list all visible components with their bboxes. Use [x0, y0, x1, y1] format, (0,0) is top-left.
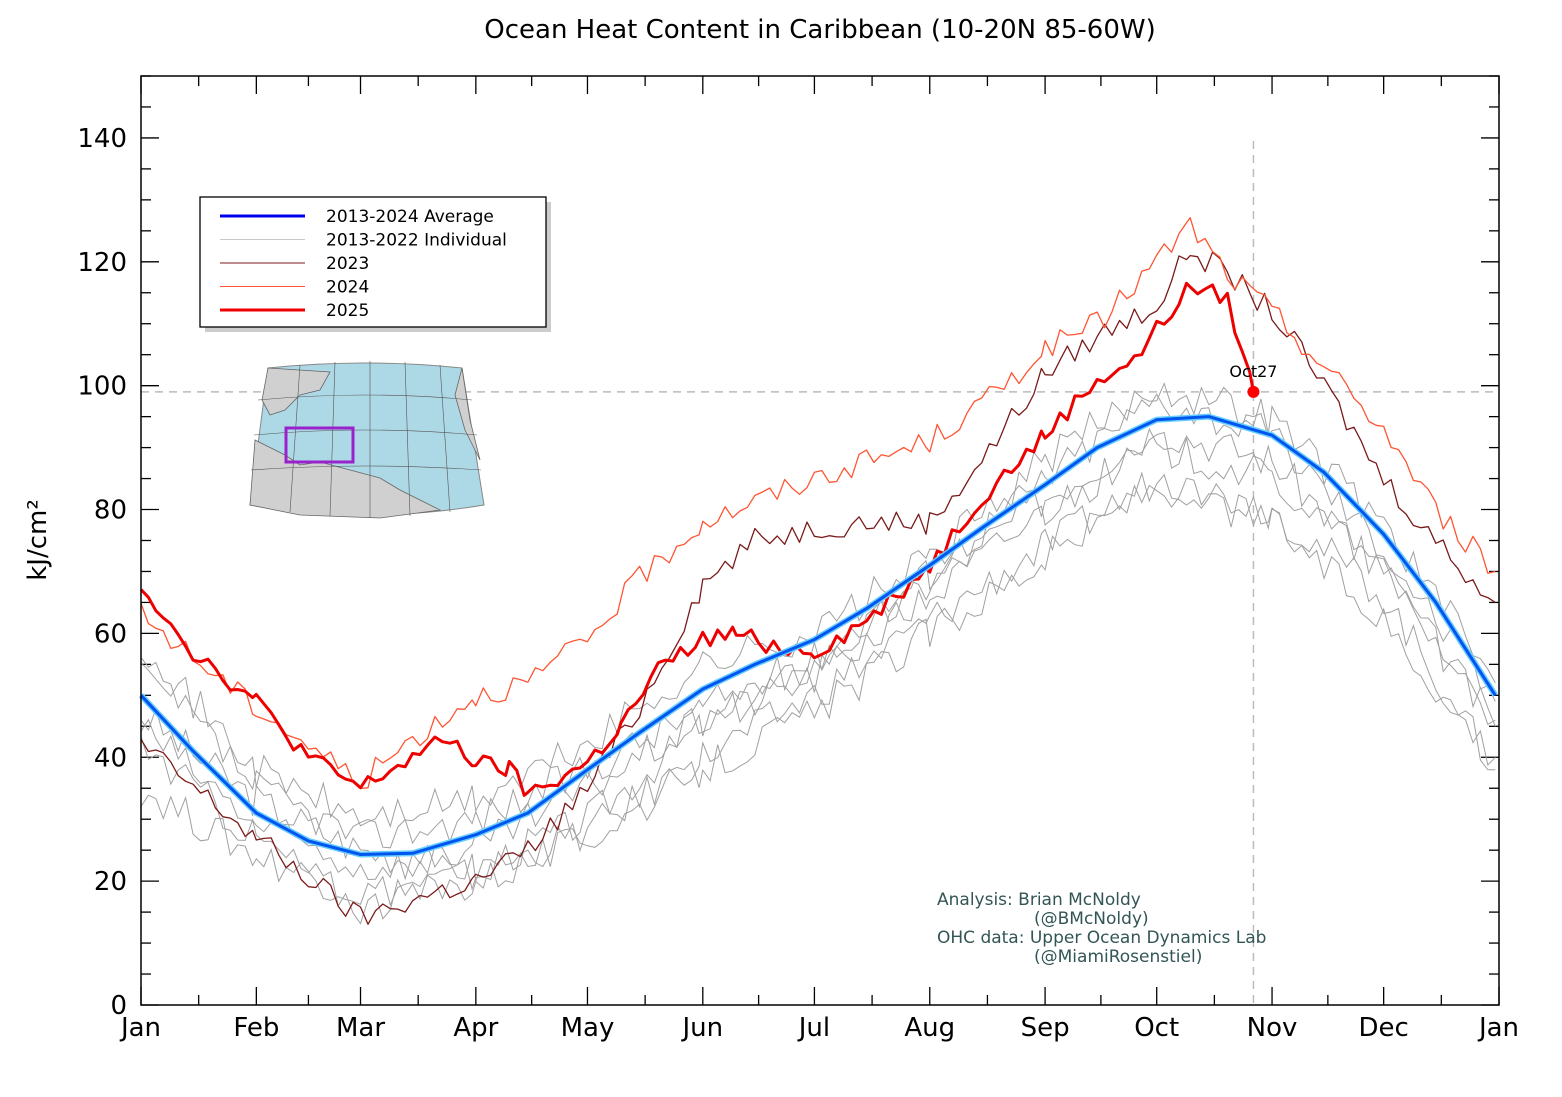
series-line-2025	[139, 281, 1255, 797]
x-tick-label: Jan	[1477, 1013, 1519, 1043]
x-tick-label: Apr	[453, 1013, 498, 1043]
plot-frame	[140, 75, 1500, 1006]
marker-label: Oct27	[1229, 362, 1277, 381]
x-tick-label: Sep	[1021, 1013, 1070, 1043]
region-box	[284, 426, 355, 464]
x-tick-label: Jan	[119, 1013, 161, 1043]
legend-label: 2025	[326, 301, 369, 321]
credit-annotation: Analysis: Brian McNoldy (@BMcNoldy) OHC …	[937, 890, 1266, 967]
series-individual-line	[140, 477, 1496, 925]
series-individual-line	[140, 431, 1496, 881]
y-tick-label: 60	[94, 619, 127, 649]
legend-label: 2023	[326, 254, 369, 274]
latest-point-marker	[1247, 385, 1260, 398]
series-average-line	[139, 415, 1497, 856]
x-tick-label: Oct	[1134, 1013, 1179, 1043]
y-tick-label: 120	[77, 248, 127, 278]
legend-label: 2013-2022 Individual	[326, 231, 507, 251]
credit-line-1: Analysis: Brian McNoldy	[937, 890, 1141, 910]
y-tick-label: 20	[94, 867, 127, 897]
series-line-2023	[140, 251, 1496, 925]
y-axis-label: kJ/cm²	[23, 499, 53, 581]
series-individual-line	[140, 382, 1496, 828]
chart-title: Ocean Heat Content in Caribbean (10-20N …	[484, 15, 1156, 45]
x-tick-label: Dec	[1359, 1013, 1409, 1043]
legend: 2013-2024 Average 2013-2022 Individual 202…	[199, 196, 551, 332]
series-individual-line	[140, 427, 1496, 882]
x-tick-label: Mar	[336, 1013, 385, 1043]
credit-line-2: (@BMcNoldy)	[1034, 909, 1149, 929]
legend-label: 2013-2024 Average	[326, 207, 494, 227]
y-tick-label: 140	[77, 124, 127, 154]
x-tick-label: Feb	[233, 1013, 279, 1043]
map-inset	[249, 361, 485, 519]
y-tick-label: 80	[94, 496, 127, 526]
y-tick-label: 100	[77, 372, 127, 402]
x-tick-label: Jun	[680, 1013, 723, 1043]
y-tick-label: 40	[94, 743, 127, 773]
x-tick-label: Jul	[797, 1013, 830, 1043]
legend-label: 2024	[326, 278, 369, 298]
series-line-2024	[140, 217, 1496, 790]
x-tick-label: May	[561, 1013, 615, 1043]
credit-line-4: (@MiamiRosenstiel)	[1034, 947, 1202, 967]
credit-line-3: OHC data: Upper Ocean Dynamics Lab	[937, 928, 1266, 948]
series-individual-line	[140, 471, 1496, 907]
y-tick-label: 0	[110, 991, 127, 1021]
x-tick-label: Nov	[1247, 1013, 1298, 1043]
x-tick-label: Aug	[904, 1013, 955, 1043]
